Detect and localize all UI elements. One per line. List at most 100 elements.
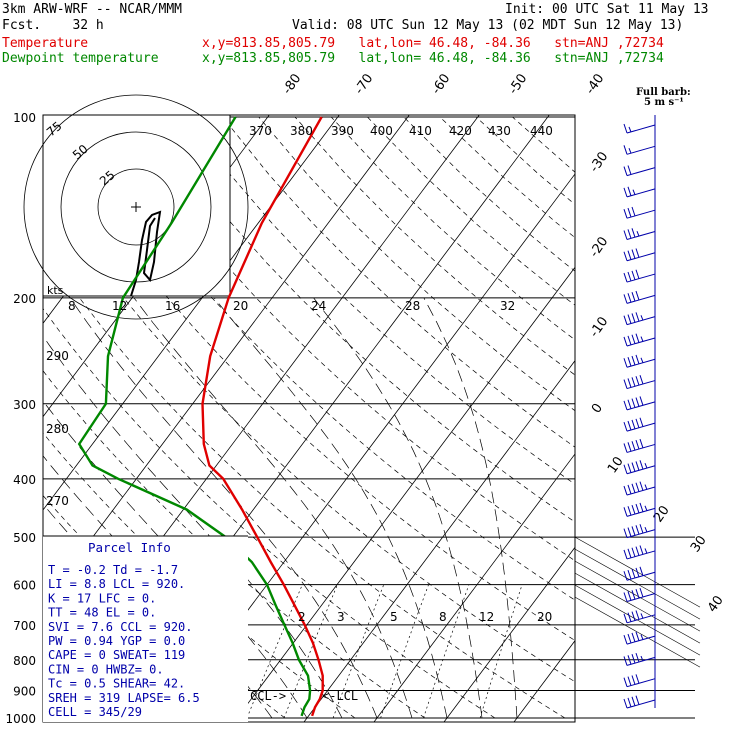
theta-label: 280 — [46, 422, 69, 436]
parcel-info-line: T = -0.2 Td = -1.7 — [48, 563, 178, 577]
wind-barb-flag — [639, 438, 644, 449]
dry-adiabat — [222, 116, 575, 448]
parcel-info-line: PW = 0.94 YGP = 0.0 — [48, 634, 185, 648]
theta-e-label: 420 — [449, 124, 472, 138]
pressure-label: 500 — [13, 531, 36, 545]
wind-barb-flag — [631, 675, 636, 685]
wind-barb-flag — [639, 396, 644, 406]
wind-barb-flag — [635, 695, 640, 705]
wind-barb — [623, 269, 656, 283]
wind-barb-flag — [623, 677, 628, 687]
wind-barb-flag — [639, 460, 644, 470]
model-title: 3km ARW-WRF -- NCAR/MMM — [2, 2, 183, 17]
wind-barb-half — [640, 315, 644, 321]
wind-barb-flag — [631, 228, 636, 238]
pressure-label: 600 — [13, 579, 36, 593]
wind-barb-flag — [631, 334, 636, 344]
wind-barb-flag — [639, 502, 644, 513]
wind-barb-half — [628, 126, 632, 133]
moist-adiabat — [43, 335, 343, 719]
wind-barb-flag — [627, 697, 632, 708]
wind-barb-flag — [623, 166, 628, 176]
hodo-speed-label: 8 — [68, 299, 76, 313]
wind-barb — [623, 165, 656, 177]
wind-barb-half — [644, 484, 648, 490]
hodo-speed-label: 20 — [233, 299, 248, 313]
wind-barb-flag — [639, 417, 644, 427]
hodo-speed-label: 28 — [405, 299, 420, 313]
wind-barb-flag — [623, 209, 628, 219]
isotherm-label: 0 — [589, 401, 606, 416]
dry-adiabat — [512, 116, 575, 173]
parcel-info-line: SVI = 7.6 CCL = 920. — [48, 620, 193, 634]
wind-barb-flag — [627, 591, 632, 601]
wind-barb-flag — [627, 293, 632, 303]
wind-barb-staff — [626, 252, 656, 262]
wind-barb-half — [628, 148, 632, 154]
isotherm-label: -10 — [587, 314, 611, 340]
theta-e-label: 380 — [290, 124, 313, 138]
wind-barb-flag — [631, 441, 636, 451]
wind-barb-flag — [627, 676, 632, 686]
pressure-label: 700 — [13, 619, 36, 633]
parcel-info-line: K = 17 LFC = 0. — [48, 591, 156, 605]
wind-barb-flag — [627, 229, 632, 239]
wind-barb-half — [644, 526, 648, 533]
wind-barb-staff — [626, 699, 656, 709]
isotherm-label: -70 — [352, 71, 376, 97]
wind-barb-staff — [626, 209, 656, 219]
wind-barb-flag — [627, 207, 632, 218]
parcel-info-line: LI = 8.8 LCL = 920. — [48, 577, 185, 591]
wind-barb-flag — [631, 547, 636, 557]
wind-barb-flag — [623, 400, 628, 411]
wind-barb-staff — [626, 656, 656, 666]
wind-barb-flag — [635, 503, 640, 514]
wind-barb — [623, 695, 656, 709]
wind-barb-flag — [631, 568, 636, 579]
wind-barb-flag — [631, 462, 636, 472]
wind-barb-staff — [626, 614, 656, 624]
pressure-label: 300 — [13, 398, 36, 412]
wind-barb-flag — [623, 592, 628, 602]
wind-barb-flag — [635, 674, 640, 684]
wind-barb-flag — [623, 485, 628, 496]
hodo-speed-label: 12 — [112, 299, 127, 313]
mixing-ratio-label: 5 — [390, 610, 398, 624]
wind-barb-staff — [626, 316, 656, 326]
pressure-label: 1000 — [5, 712, 36, 726]
wind-barb-flag — [635, 354, 640, 365]
wind-barb-flag — [627, 378, 632, 388]
isotherm-label: -80 — [280, 71, 304, 97]
wind-barb-flag — [631, 249, 636, 259]
wind-barb-half — [644, 548, 648, 554]
wind-barb-staff — [626, 443, 656, 453]
wind-barb-flag — [631, 355, 636, 366]
wind-barb — [623, 610, 656, 624]
wind-barb-flag — [627, 633, 632, 644]
wind-barb-flag — [623, 421, 628, 432]
valid-time: Valid: 08 UTC Sun 12 May 13 (02 MDT Sun … — [292, 18, 684, 33]
wind-barb-flag — [635, 418, 640, 429]
mixing-ratio-label: 8 — [439, 610, 447, 624]
wind-barb-staff — [626, 294, 656, 304]
parcel-info-line: Tc = 0.5 SHEAR= 42. — [48, 677, 185, 691]
extra-skew-line — [574, 572, 701, 644]
dry-adiabat — [43, 307, 496, 719]
wind-barb-flag — [627, 250, 632, 260]
hodograph-ring — [97, 168, 175, 246]
temperature-trace — [201, 116, 324, 717]
wind-barb-flag — [631, 696, 636, 706]
parcel-info-line: CAPE = 0 SWEAT= 119 — [48, 648, 185, 662]
barb-key-label: Full barb: — [636, 87, 691, 98]
wind-barb-half — [644, 505, 648, 512]
wind-barb-staff — [626, 380, 656, 390]
extra-skew-line — [574, 560, 701, 632]
parcel-info-line: TT = 48 EL = 0. — [48, 606, 156, 620]
dewpoint-trace — [77, 116, 312, 717]
wind-barb — [623, 248, 656, 262]
isotherm-label: -40 — [583, 71, 607, 97]
wind-barb-flag — [631, 590, 636, 600]
wind-barb — [623, 417, 656, 432]
wind-barb-flag — [627, 399, 632, 409]
